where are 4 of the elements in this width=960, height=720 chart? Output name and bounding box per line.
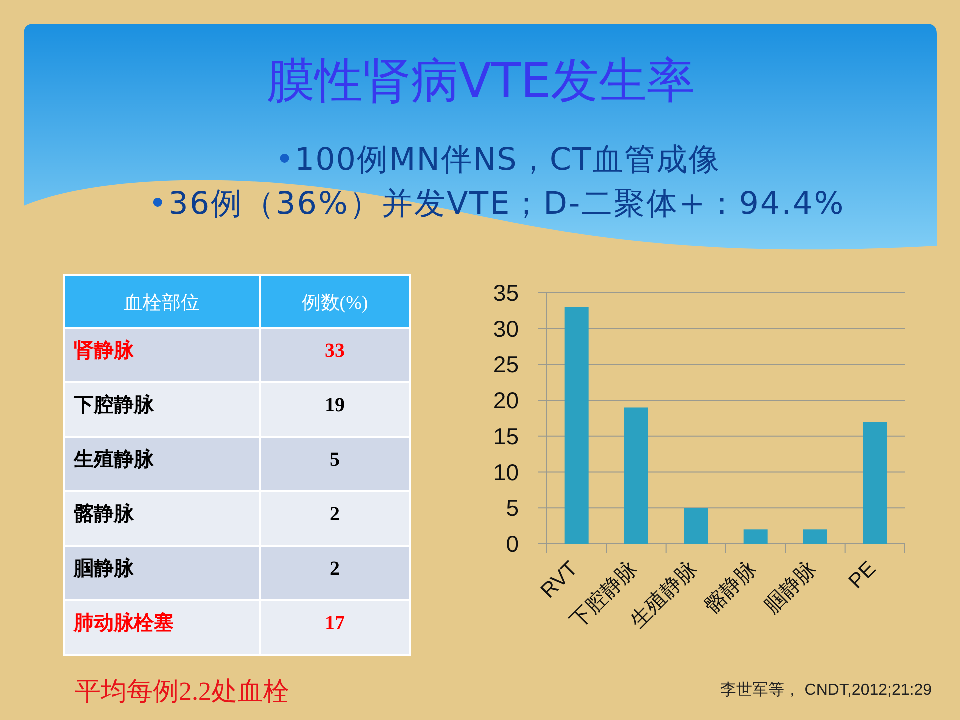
annotation: 平均每例2.2处血栓 bbox=[75, 677, 290, 706]
annotation: 李世军等， CNDT,2012;21:29 bbox=[720, 682, 932, 699]
title: 膜性肾病VTE发生率 bbox=[266, 53, 696, 109]
subtitle: •100例MN伴NS，CT血管成像 bbox=[276, 142, 720, 178]
